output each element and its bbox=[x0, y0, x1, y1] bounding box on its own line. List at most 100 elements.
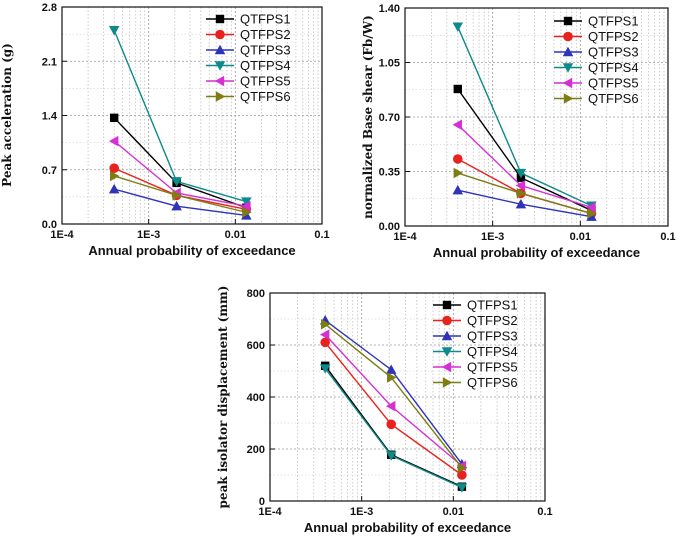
x-tick-label: 0.01 bbox=[225, 229, 246, 241]
y-tick-label: 400 bbox=[247, 392, 265, 404]
data-point-qtfps5 bbox=[241, 200, 251, 212]
x-axis-label: Annual probability of exceedance bbox=[433, 245, 640, 260]
legend-marker bbox=[215, 91, 226, 102]
legend-label: QTFPS1 bbox=[588, 14, 639, 29]
legend-marker bbox=[442, 315, 452, 326]
data-point-qtfps4 bbox=[452, 22, 464, 32]
legend-label: QTFPS4 bbox=[240, 58, 291, 73]
data-point-qtfps4 bbox=[515, 168, 527, 179]
legend-marker bbox=[563, 31, 573, 42]
data-point-qtfps6 bbox=[587, 208, 597, 219]
data-point-qtfps2 bbox=[452, 154, 463, 164]
legend-marker bbox=[214, 75, 225, 87]
legend-marker bbox=[563, 93, 574, 104]
legend-label: QTFPS5 bbox=[588, 76, 639, 91]
legend-marker bbox=[563, 16, 573, 26]
data-point-qtfps6 bbox=[320, 318, 331, 330]
data-point-qtfps3 bbox=[108, 183, 120, 194]
y-tick-label: 0.0 bbox=[42, 219, 57, 231]
legend-marker bbox=[441, 347, 453, 357]
data-point-qtfps5 bbox=[108, 135, 119, 147]
y-tick-label: 1.05 bbox=[379, 58, 400, 70]
x-tick-label: 0.1 bbox=[537, 506, 552, 518]
data-point-qtfps3 bbox=[385, 364, 397, 374]
data-point-qtfps5 bbox=[515, 180, 526, 191]
y-tick-label: 600 bbox=[247, 340, 265, 352]
y-tick-label: 200 bbox=[247, 444, 265, 456]
y-tick-label: 1.40 bbox=[379, 3, 400, 15]
y-tick-label: 0.7 bbox=[42, 165, 57, 177]
data-point-qtfps6 bbox=[453, 167, 464, 179]
y-tick-label: 800 bbox=[247, 288, 265, 300]
legend-marker bbox=[442, 300, 452, 310]
chart-2: 1E-4 1E-3 0.01 0.1 0.00 0.35 0.70 1.05 1.40 Annua… bbox=[361, 3, 676, 260]
data-point-qtfps6 bbox=[109, 170, 120, 182]
y-tick-label: 1.4 bbox=[42, 111, 58, 123]
series-line-qtfps5 bbox=[324, 334, 463, 467]
y-tick-label: 2.8 bbox=[42, 2, 57, 14]
y-tick-label: 0 bbox=[259, 496, 265, 508]
legend-label: QTFPS1 bbox=[240, 12, 291, 27]
legend-label: QTFPS4 bbox=[588, 60, 639, 75]
legend-marker bbox=[441, 330, 453, 341]
legend-label: QTFPS1 bbox=[467, 298, 518, 313]
legend-marker bbox=[562, 46, 574, 57]
x-tick-label: 1E-4 bbox=[258, 506, 282, 518]
legend-marker bbox=[441, 361, 452, 373]
data-point-qtfps1 bbox=[109, 113, 119, 123]
data-point-qtfps3 bbox=[171, 200, 182, 211]
x-axis-label: Annual probability of exceedance bbox=[304, 520, 511, 535]
x-tick-label: 1E-3 bbox=[350, 506, 373, 518]
legend-label: QTFPS3 bbox=[240, 43, 291, 58]
data-point-qtfps2 bbox=[386, 419, 397, 430]
data-point-qtfps5 bbox=[385, 400, 396, 412]
x-tick-label: 0.01 bbox=[570, 231, 591, 243]
data-point-qtfps3 bbox=[515, 198, 527, 209]
legend-marker bbox=[562, 63, 574, 73]
data-point-qtfps6 bbox=[516, 188, 527, 199]
data-point-qtfps2 bbox=[457, 470, 467, 480]
legend-label: QTFPS2 bbox=[588, 29, 639, 44]
legend-label: QTFPS4 bbox=[467, 344, 518, 359]
x-tick-label: 0.1 bbox=[314, 229, 329, 241]
data-point-qtfps6 bbox=[242, 207, 252, 218]
x-tick-label: 1E-3 bbox=[137, 229, 160, 241]
y-axis-label: normalized Base shear (Fb/W) bbox=[361, 15, 375, 219]
data-point-qtfps3 bbox=[452, 184, 464, 195]
legend-label: QTFPS2 bbox=[240, 27, 291, 42]
y-axis-label: Peak acceleration (g) bbox=[0, 43, 14, 187]
data-point-qtfps5 bbox=[452, 119, 462, 131]
y-tick-label: 0.35 bbox=[379, 167, 400, 179]
legend-label: QTFPS5 bbox=[240, 74, 291, 89]
data-point-qtfps6 bbox=[457, 462, 468, 473]
y-axis-label: peak isolator displacement (mm) bbox=[216, 286, 230, 509]
legend-marker bbox=[442, 377, 453, 388]
x-tick-label: 1E-3 bbox=[481, 231, 504, 243]
data-point-qtfps4 bbox=[456, 483, 468, 493]
data-point-qtfps4 bbox=[108, 26, 120, 36]
chart-1: 1E-4 1E-3 0.01 0.1 0.0 0.7 1.4 2.1 2.8 Annual pro… bbox=[0, 2, 330, 258]
legend-label: QTFPS2 bbox=[467, 313, 518, 328]
legend-label: QTFPS5 bbox=[467, 360, 518, 375]
legend-label: QTFPS3 bbox=[467, 329, 518, 344]
legend-label: QTFPS3 bbox=[588, 45, 639, 60]
x-tick-label: 1E-4 bbox=[50, 229, 74, 241]
legend-marker bbox=[562, 77, 573, 89]
x-tick-label: 0.1 bbox=[660, 231, 675, 243]
data-point-qtfps5 bbox=[586, 202, 596, 213]
x-tick-label: 1E-4 bbox=[393, 231, 417, 243]
legend-marker bbox=[214, 61, 226, 71]
x-axis-label: Annual probability of exceedance bbox=[88, 243, 295, 258]
legend-label: QTFPS6 bbox=[467, 375, 518, 390]
data-point-qtfps4 bbox=[385, 451, 397, 461]
data-point-qtfps1 bbox=[453, 84, 462, 94]
data-point-qtfps4 bbox=[319, 364, 331, 374]
data-point-qtfps5 bbox=[319, 329, 330, 340]
legend-marker bbox=[215, 14, 225, 24]
legend-marker bbox=[215, 29, 225, 40]
y-tick-label: 2.1 bbox=[42, 56, 57, 68]
y-tick-label: 0.00 bbox=[379, 221, 400, 233]
